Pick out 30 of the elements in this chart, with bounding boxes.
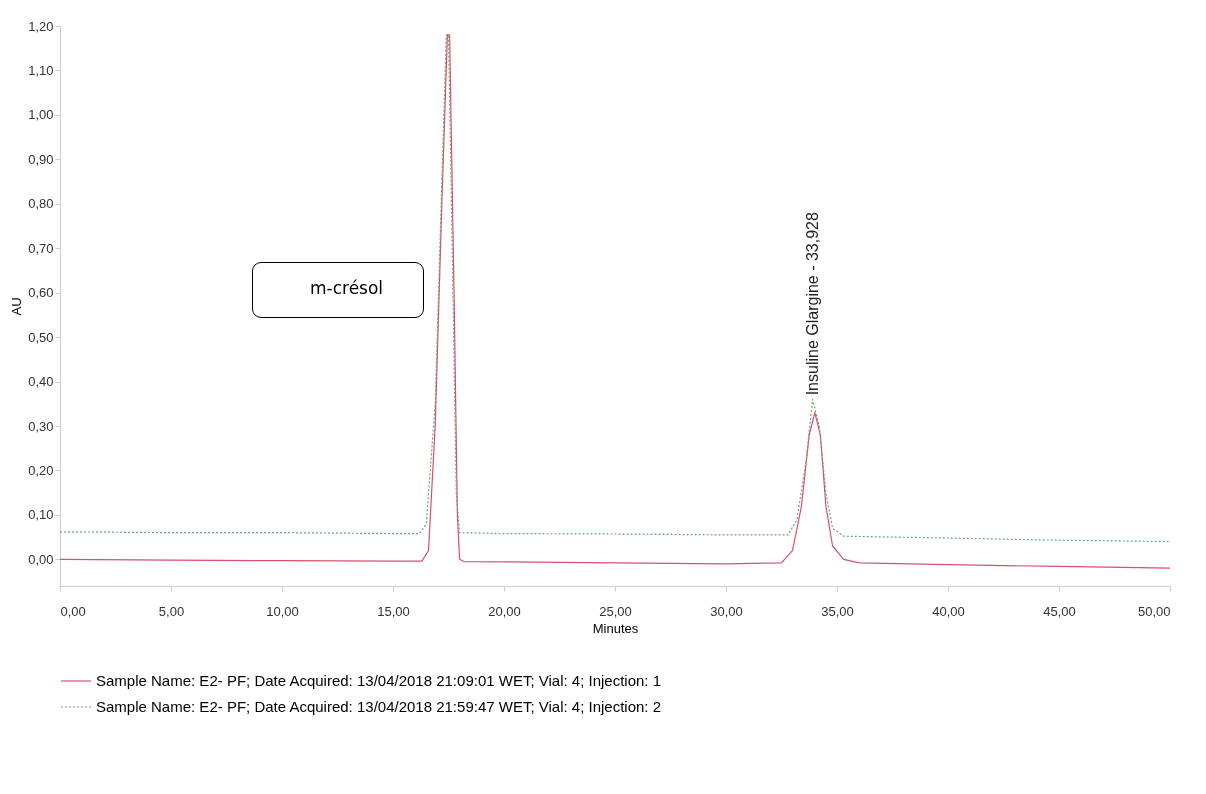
annotation: m-crésol: [310, 278, 384, 298]
y-tick-label: 0,30: [28, 418, 54, 434]
y-tick-label: 1,10: [28, 62, 54, 78]
y-tick-label: 1,20: [28, 18, 54, 34]
x-tick-label: 45,00: [1043, 603, 1076, 619]
x-tick-label: 5,00: [158, 603, 185, 619]
x-tick-label: 35,00: [821, 603, 854, 619]
x-tick-label: 50,00: [1137, 603, 1171, 619]
y-tick-label: 1,00: [28, 107, 54, 123]
legend-label: Sample Name: E2- PF; Date Acquired: 13/04/2018 21:09:01 WET; Vial: 4; Injection: 1: [96, 672, 662, 689]
x-tick-label: 40,00: [932, 603, 965, 619]
x-tick-label: 25,00: [599, 603, 632, 619]
legend-label: Sample Name: E2- PF; Date Acquired: 13/04/2018 21:59:47 WET; Vial: 4; Injection: 2: [96, 698, 662, 715]
y-tick-label: 0,90: [28, 151, 54, 167]
y-tick-label: 0,80: [28, 196, 54, 212]
x-tick-label: 20,00: [488, 603, 521, 619]
annotation: Insuline Glargine - 33,928: [804, 212, 822, 396]
x-tick-label: 30,00: [710, 603, 743, 619]
y-tick-label: 0,10: [28, 507, 54, 523]
x-tick-label: 10,00: [266, 603, 299, 619]
y-tick-label: 0,00: [28, 551, 54, 567]
x-tick-label: 15,00: [377, 603, 410, 619]
y-tick-label: 0,40: [28, 374, 54, 390]
y-tick-label: 0,20: [28, 462, 54, 478]
x-tick-label: 0,00: [60, 603, 86, 619]
y-tick-label: 0,70: [28, 240, 54, 256]
y-axis-title: AU: [9, 297, 25, 316]
y-tick-label: 0,60: [28, 285, 54, 301]
y-tick-label: 0,50: [28, 329, 54, 345]
x-axis-title: Minutes: [592, 620, 639, 636]
